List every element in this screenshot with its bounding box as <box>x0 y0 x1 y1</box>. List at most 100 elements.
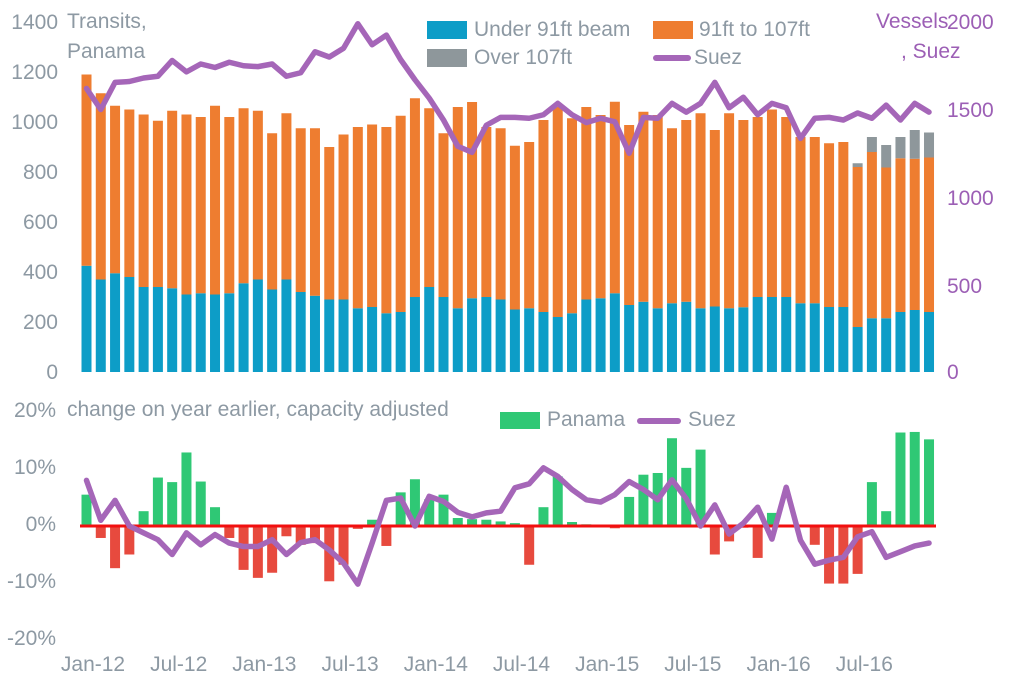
bar-91-to-107ft <box>339 135 349 300</box>
bar-91-to-107ft <box>396 116 406 312</box>
bar-under-91ft <box>724 308 734 372</box>
bar-under-91ft <box>253 280 263 373</box>
left-axis-tick-800: 800 <box>0 161 58 185</box>
bar-under-91ft <box>553 317 563 372</box>
legend-swatch-91-107ft <box>653 21 693 39</box>
bar-under-91ft <box>196 293 206 372</box>
bar-under-91ft <box>181 295 191 373</box>
bar-91-to-107ft <box>496 128 506 299</box>
bar-panama-change-negative <box>281 526 291 536</box>
bar-under-91ft <box>881 318 891 372</box>
right-axis-tick-2000: 2000 <box>947 11 1009 35</box>
bar-panama-change-negative <box>224 526 234 538</box>
bar-under-91ft <box>610 293 620 372</box>
bar-91-to-107ft <box>181 115 191 295</box>
bar-panama-change-negative <box>810 526 820 545</box>
bar-panama-change-negative <box>753 526 763 558</box>
legend-label-suez-change: Suez <box>688 409 736 431</box>
bar-over-107ft <box>910 130 920 159</box>
bottom-chart-title: change on year earlier, capacity adjuste… <box>67 399 449 421</box>
bar-91-to-107ft <box>581 107 591 300</box>
bar-91-to-107ft <box>196 117 206 293</box>
bar-91-to-107ft <box>524 142 534 308</box>
bar-91-to-107ft <box>353 127 363 308</box>
bar-panama-change-positive <box>867 482 877 526</box>
x-axis-label-Jan-14: Jan-14 <box>391 653 481 677</box>
bar-panama-change-positive <box>167 482 177 526</box>
bar-91-to-107ft <box>824 143 834 307</box>
x-axis-label-Jul-13: Jul-13 <box>305 653 395 677</box>
bar-91-to-107ft <box>553 107 563 317</box>
bar-under-91ft <box>96 280 106 373</box>
legend-label-suez: Suez <box>694 47 742 69</box>
left-axis-tick-1400: 1400 <box>0 11 58 35</box>
bar-91-to-107ft <box>596 115 606 298</box>
bar-under-91ft <box>810 303 820 372</box>
percent-axis-tick-20%: 20% <box>0 399 56 423</box>
bar-under-91ft <box>638 302 648 372</box>
legend-swatch-panama <box>500 412 540 429</box>
bar-panama-change-negative <box>524 526 534 565</box>
bar-under-91ft <box>239 283 249 372</box>
bar-91-to-107ft <box>281 113 291 279</box>
left-axis-tick-600: 600 <box>0 211 58 235</box>
bar-panama-change-positive <box>881 511 891 526</box>
bar-under-91ft <box>738 307 748 372</box>
bar-91-to-107ft <box>838 142 848 307</box>
bar-under-91ft <box>139 287 149 372</box>
bar-91-to-107ft <box>310 128 320 296</box>
bar-91-to-107ft <box>667 128 677 303</box>
legend-swatch-over-107ft <box>427 49 467 67</box>
bar-panama-change-positive <box>924 439 934 526</box>
bar-panama-change-negative <box>96 526 106 538</box>
bar-under-91ft <box>124 277 134 372</box>
bar-over-107ft <box>924 133 934 158</box>
legend-swatch-under-91ft <box>427 21 467 39</box>
bar-under-91ft <box>867 318 877 372</box>
bar-under-91ft <box>624 305 634 372</box>
bar-91-to-107ft <box>738 120 748 307</box>
bar-under-91ft <box>524 308 534 372</box>
bar-panama-change-positive <box>624 497 634 526</box>
bar-91-to-107ft <box>381 127 391 313</box>
x-axis-label-Jul-14: Jul-14 <box>477 653 567 677</box>
top-left-axis-title-line1: Transits, <box>67 11 147 33</box>
bar-under-91ft <box>167 288 177 372</box>
bar-under-91ft <box>781 297 791 372</box>
bar-91-to-107ft <box>853 167 863 327</box>
bar-panama-change-positive <box>538 507 548 526</box>
bar-under-91ft <box>596 298 606 372</box>
chart-canvas <box>0 0 1013 685</box>
bar-panama-change-negative <box>824 526 834 584</box>
bar-under-91ft <box>824 307 834 372</box>
bar-panama-change-negative <box>381 526 391 546</box>
bar-under-91ft <box>381 313 391 372</box>
legend-swatch-suez-line <box>653 55 691 61</box>
bar-under-91ft <box>653 308 663 372</box>
bar-panama-change-negative <box>253 526 263 578</box>
bar-under-91ft <box>767 297 777 372</box>
left-axis-tick-400: 400 <box>0 261 58 285</box>
bar-91-to-107ft <box>253 111 263 280</box>
bar-under-91ft <box>110 273 120 372</box>
bar-under-91ft <box>496 300 506 373</box>
bar-91-to-107ft <box>724 113 734 308</box>
x-axis-label-Jan-16: Jan-16 <box>734 653 824 677</box>
x-axis-label-Jul-15: Jul-15 <box>648 653 738 677</box>
left-axis-tick-1200: 1200 <box>0 61 58 85</box>
panama-suez-transit-figure: Transits, Panama Vessels , Suez Under 91… <box>0 0 1013 685</box>
right-axis-tick-1000: 1000 <box>947 187 1009 211</box>
bar-panama-change-negative <box>110 526 120 568</box>
bar-panama-change-positive <box>181 452 191 526</box>
left-axis-tick-0: 0 <box>0 361 58 385</box>
bar-under-91ft <box>424 287 434 372</box>
x-axis-label-Jan-12: Jan-12 <box>48 653 138 677</box>
bar-under-91ft <box>567 313 577 372</box>
bar-panama-change-positive <box>210 507 220 526</box>
bar-panama-change-negative <box>710 526 720 555</box>
bar-under-91ft <box>367 307 377 372</box>
bar-over-107ft <box>895 137 905 158</box>
bar-under-91ft <box>895 312 905 372</box>
bar-91-to-107ft <box>653 115 663 308</box>
x-axis-label-Jul-16: Jul-16 <box>819 653 909 677</box>
